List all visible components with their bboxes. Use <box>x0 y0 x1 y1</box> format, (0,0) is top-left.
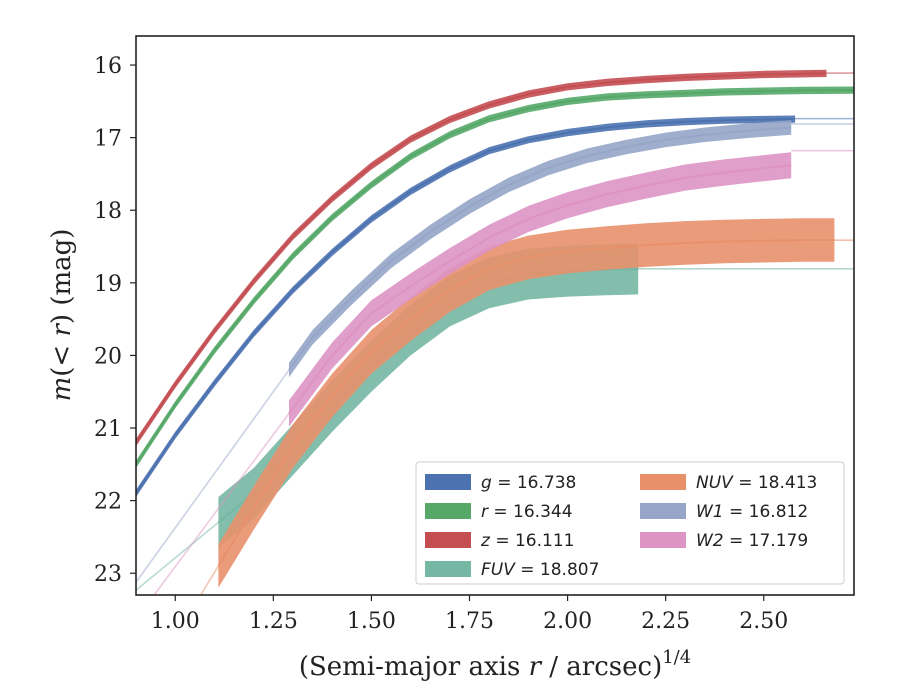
legend-label-g: g = 16.738 <box>481 473 576 493</box>
series-nuv-band <box>218 218 835 588</box>
series-w1-line <box>288 126 792 371</box>
legend-label-w1: W1 = 16.812 <box>696 502 808 522</box>
series-r-extrapolation <box>136 464 137 466</box>
series-w2 <box>153 149 854 595</box>
legend-label-w2: W2 = 17.179 <box>696 531 808 551</box>
series-w1 <box>136 120 854 584</box>
x-tick-label: 1.00 <box>151 609 200 634</box>
series-z-line <box>136 72 827 444</box>
legend-swatch-r <box>425 503 471 519</box>
legend-swatch-fuv <box>425 561 471 577</box>
series-w2-band <box>289 152 792 427</box>
series-r <box>136 86 854 468</box>
legend-swatch-w2 <box>640 532 686 548</box>
legend-label-r: r = 16.344 <box>481 502 573 522</box>
x-tick-label: 1.75 <box>445 609 494 634</box>
legend-swatch-z <box>425 532 471 548</box>
x-axis: 1.00 1.25 1.50 1.75 2.00 2.25 2.50 <box>151 595 788 634</box>
y-tick-label: 22 <box>94 490 122 515</box>
x-tick-label: 2.25 <box>641 609 690 634</box>
legend: g = 16.738 NUV = 18.413 r = 16.344 W1 = 16.… <box>415 461 845 585</box>
y-axis-label: m(< r) (mag) <box>47 229 77 402</box>
x-tick-label: 2.50 <box>739 609 788 634</box>
y-tick-label: 20 <box>94 344 122 369</box>
plot-frame <box>135 35 855 596</box>
series-nuv <box>199 218 854 595</box>
series-z <box>136 69 854 447</box>
series-z-extrapolation <box>136 442 137 444</box>
series-nuv-line <box>217 239 835 567</box>
series-w2-extrapolation <box>153 413 290 595</box>
x-tick-label: 2.00 <box>543 609 592 634</box>
x-tick-label: 1.25 <box>249 609 298 634</box>
y-tick-label: 17 <box>94 127 122 152</box>
y-axis: 16 17 18 19 20 21 22 23 <box>94 54 136 587</box>
series-g <box>136 115 854 497</box>
y-tick-label: 23 <box>94 562 122 587</box>
legend-swatch-g <box>425 474 471 490</box>
legend-frame <box>415 461 845 585</box>
y-tick-label: 21 <box>94 417 122 442</box>
legend-label-nuv: NUV = 18.413 <box>696 473 817 493</box>
legend-label-z: z = 16.111 <box>480 531 574 551</box>
legend-swatch-nuv <box>640 474 686 490</box>
y-tick-label: 18 <box>94 199 122 224</box>
legend-swatch-w1 <box>640 503 686 519</box>
series-w1-extrapolation <box>136 369 290 584</box>
x-axis-label: (Semi-major axis r / arcsec)1/4 <box>299 647 691 682</box>
legend-label-fuv: FUV = 18.807 <box>481 560 599 580</box>
series-nuv-extrapolation <box>199 565 220 595</box>
y-tick-label: 19 <box>94 272 122 297</box>
series-fuv-extrapolation <box>136 521 219 592</box>
series-g-line <box>136 118 796 494</box>
x-tick-label: 1.50 <box>347 609 396 634</box>
series-r-line <box>136 89 854 465</box>
y-tick-label: 16 <box>94 54 122 79</box>
series-g-extrapolation <box>136 493 137 495</box>
series-layer <box>136 69 854 595</box>
series-w2-line <box>288 164 792 415</box>
